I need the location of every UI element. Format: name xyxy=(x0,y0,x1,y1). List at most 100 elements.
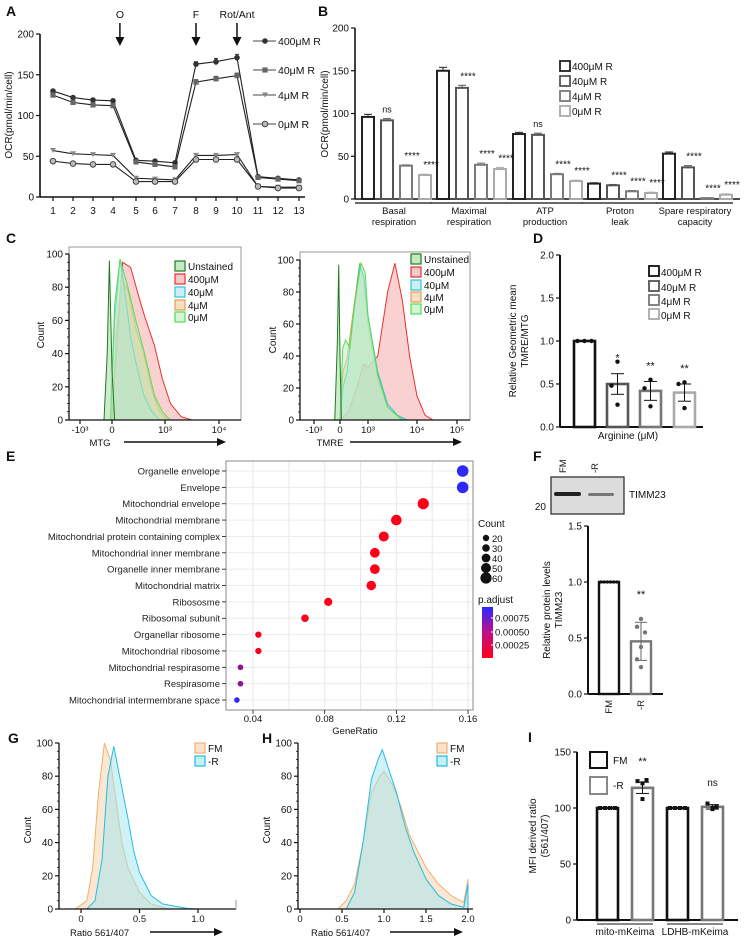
triangle-marker xyxy=(110,152,116,158)
data-point xyxy=(634,624,640,629)
triangle-marker xyxy=(193,152,199,158)
size-legend-dot xyxy=(481,553,491,563)
legend-label: 4μM xyxy=(188,301,208,312)
data-point xyxy=(648,404,653,409)
legend-label: 400μM R xyxy=(278,36,321,48)
size-legend-title: Count xyxy=(478,519,505,530)
data-point xyxy=(599,580,603,584)
data-point xyxy=(602,580,606,584)
open-circle-marker xyxy=(49,157,57,165)
legend-swatch xyxy=(194,742,206,754)
open-circle-marker xyxy=(192,156,200,163)
panel-label-e: E xyxy=(6,448,15,464)
term-label: Mitochondrial respirasome xyxy=(109,663,220,674)
significance-label: ns xyxy=(382,105,392,115)
data-point xyxy=(642,630,648,635)
bar xyxy=(361,115,375,200)
data-point xyxy=(640,797,645,802)
open-circle-marker xyxy=(69,160,77,167)
legend-swatch xyxy=(174,299,186,311)
legend-label: 40μM R xyxy=(661,283,696,294)
bar xyxy=(587,182,601,201)
gene-ratio-dot xyxy=(234,697,240,703)
legend-swatch xyxy=(410,253,422,265)
g-histogram-1 xyxy=(85,746,199,910)
legend-label: FM xyxy=(208,744,222,755)
data-point xyxy=(575,338,580,344)
x-tick-label: FM xyxy=(604,700,615,714)
y-tick-label: 0 xyxy=(57,416,63,427)
data-point xyxy=(609,383,614,388)
size-legend-label: 60 xyxy=(492,574,503,585)
square-marker xyxy=(110,103,116,109)
y-tick-label: 0.0 xyxy=(540,423,554,434)
legend-label: 4μM R xyxy=(572,92,602,103)
square-marker xyxy=(234,72,240,79)
bar xyxy=(700,805,725,922)
y-tick-label: 0.5 xyxy=(540,380,554,391)
term-label: Respirasome xyxy=(164,679,220,690)
bar xyxy=(512,133,526,201)
bar xyxy=(569,180,583,200)
data-point xyxy=(644,778,649,782)
data-point xyxy=(615,359,620,364)
legend-label: -R xyxy=(208,757,219,768)
data-point xyxy=(678,806,682,810)
bar xyxy=(597,580,621,696)
open-circle-marker xyxy=(233,156,241,163)
square-marker xyxy=(133,159,139,165)
gene-ratio-dot xyxy=(369,564,380,575)
x-tick-label: 0.5 xyxy=(335,914,348,925)
data-point xyxy=(705,801,710,806)
open-circle-marker xyxy=(274,184,282,192)
bar xyxy=(572,339,597,429)
legend-swatch xyxy=(410,279,422,291)
y-tick-label: 40 xyxy=(283,352,295,363)
y-tick-label: 0.5 xyxy=(568,634,582,645)
x-tick-label: 2.0 xyxy=(461,914,474,925)
group-label: mito-mKeima xyxy=(596,927,655,938)
legend-label: 40μM R xyxy=(572,77,607,88)
square-marker xyxy=(70,99,76,106)
bar xyxy=(665,806,690,922)
bar xyxy=(625,190,639,200)
legend-swatch xyxy=(559,60,571,72)
legend-label: 4μM R xyxy=(278,90,310,102)
square-marker xyxy=(172,164,178,170)
y-tick-label: 60 xyxy=(52,316,64,327)
y-axis-label: Relative Geometric mean xyxy=(508,285,519,398)
category-label: Spare respiratory xyxy=(659,206,732,217)
x-tick-label: 0.12 xyxy=(387,714,406,725)
y-axis-label: MFI derived ratio xyxy=(528,798,539,873)
y-axis-label: Count xyxy=(23,816,34,843)
term-label: Mitochondrial matrix xyxy=(135,581,220,592)
term-label: Mitochondrial inner membrane xyxy=(92,548,220,559)
y-axis-label: TMRE/MTG xyxy=(520,314,531,368)
size-legend-label: 30 xyxy=(492,544,503,555)
category-label: production xyxy=(523,217,567,228)
term-label: Mitochondrial envelope xyxy=(122,499,220,510)
legend-label: Unstained xyxy=(424,255,469,266)
y-tick-label: 40 xyxy=(42,838,54,849)
triangle-marker xyxy=(262,92,268,98)
y-tick-label: 200 xyxy=(17,30,34,41)
x-tick-label: 10 xyxy=(231,206,243,217)
bar xyxy=(606,184,620,201)
bar xyxy=(474,163,488,201)
circle-marker xyxy=(70,94,76,101)
x-tick-label: 10⁴ xyxy=(212,425,227,436)
x-tick-label: 0.08 xyxy=(315,714,334,725)
significance-label: * xyxy=(615,353,620,365)
y-tick-label: 100 xyxy=(277,256,294,267)
x-axis-arrow-head xyxy=(217,438,226,446)
square-marker xyxy=(50,92,56,98)
x-tick-label: 13 xyxy=(293,206,305,217)
x-tick-label: 12 xyxy=(272,206,284,217)
x-axis-arrow-head xyxy=(453,438,462,446)
y-axis-label: Relative protein levels xyxy=(542,561,553,659)
significance-label: **** xyxy=(630,176,646,187)
x-axis-label: MTG xyxy=(89,438,110,449)
x-tick-label: 1 xyxy=(50,206,56,217)
y-tick-label: 150 xyxy=(332,66,349,77)
data-point xyxy=(642,386,647,391)
